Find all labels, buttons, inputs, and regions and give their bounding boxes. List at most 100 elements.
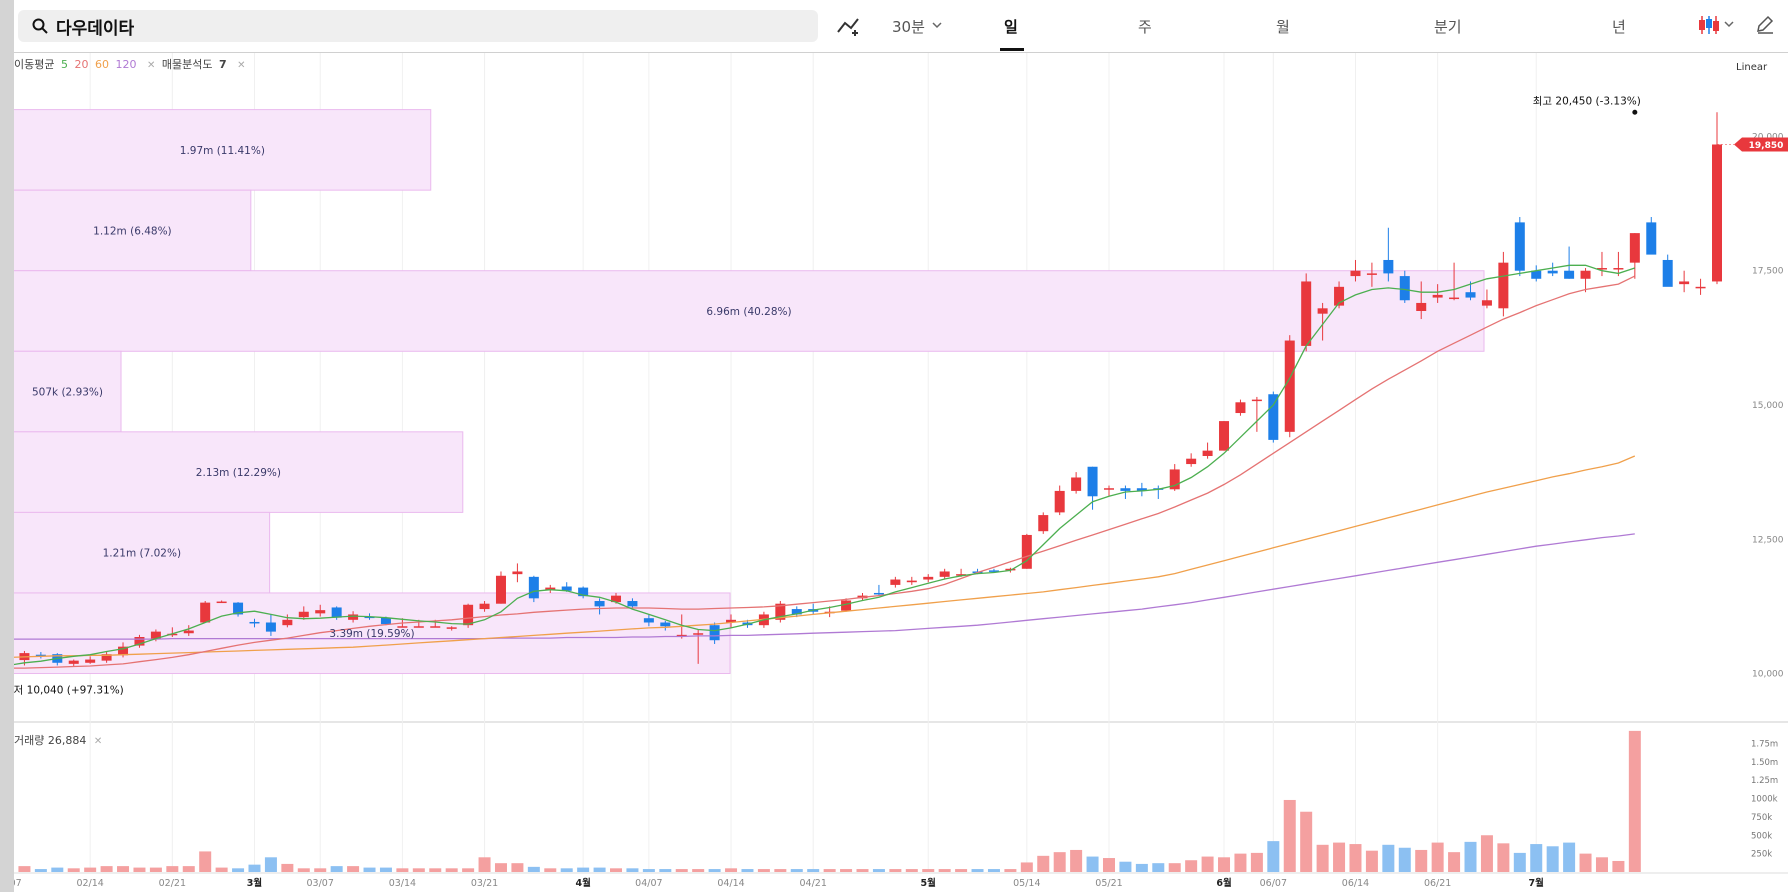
volume-profile-bar [14, 592, 731, 675]
candle-body [594, 601, 605, 607]
x-tick-label: 02/14 [76, 878, 103, 889]
volume-profile-bar [14, 109, 432, 191]
x-tick-label: 04/21 [800, 878, 827, 889]
volume-close-icon[interactable]: ✕ [93, 736, 103, 747]
candle-body [1021, 534, 1032, 569]
candle-body [413, 626, 424, 628]
tab-week[interactable]: 주 [1138, 18, 1152, 36]
volume-bar [84, 867, 97, 872]
volume-bar [889, 869, 902, 872]
volume-bar [314, 868, 327, 872]
volume-bar [1431, 842, 1444, 872]
candle-body [1317, 308, 1328, 314]
candle-body [1136, 488, 1147, 491]
volume-bar [67, 868, 80, 872]
selected-tab-indicator [1000, 48, 1024, 51]
volume-bar [330, 866, 343, 872]
candle-body [1514, 222, 1525, 271]
candle-body [1465, 292, 1476, 298]
volume-bar [1102, 858, 1115, 872]
candle-body [1596, 268, 1607, 270]
candle-body [873, 592, 884, 595]
volume-bar [1579, 853, 1592, 872]
ma-close-icon[interactable]: ✕ [146, 60, 156, 71]
candle-body [101, 654, 112, 661]
candle-body [561, 586, 572, 591]
x-tick-label: 04/07 [635, 878, 662, 889]
volume-bar [1464, 841, 1477, 872]
volume-bar [1283, 799, 1296, 872]
volume-profile-bar [14, 350, 122, 433]
edit-pencil-icon[interactable] [1755, 14, 1775, 34]
tab-year[interactable]: 년 [1612, 18, 1626, 36]
volume-profile-bar [14, 511, 271, 594]
chevron-down-icon[interactable] [932, 20, 942, 30]
candle-body [315, 610, 326, 614]
candle-body [68, 660, 79, 664]
candle-body [1334, 286, 1345, 306]
x-tick-label: 03/07 [307, 878, 334, 889]
tab-quarter[interactable]: 분기 [1434, 18, 1462, 36]
volume-bar [1546, 846, 1559, 872]
ma-20: 20 [74, 58, 89, 71]
volume-profile-bar [14, 431, 464, 513]
candle-body [134, 636, 145, 646]
volume-tick-label: 750k [1751, 813, 1772, 823]
ma-60: 60 [94, 58, 109, 71]
candle-body [1350, 270, 1361, 277]
volume-bar [971, 869, 984, 872]
candle-body [1071, 477, 1082, 491]
candle-body [1383, 259, 1394, 274]
volume-bar [593, 867, 606, 872]
minute-interval-select[interactable]: 30분 [892, 18, 925, 36]
volume-bar [1628, 730, 1641, 872]
volume-bar [297, 868, 310, 872]
vp-close-icon[interactable]: ✕ [237, 60, 246, 71]
draw-trendline-icon[interactable] [836, 14, 862, 36]
volume-bar [840, 869, 853, 872]
volume-bar [1053, 852, 1066, 872]
candle-body [430, 626, 441, 628]
volume-bar [1250, 852, 1263, 872]
scale-mode-label[interactable]: Linear [1736, 62, 1768, 73]
volume-bar [1037, 855, 1050, 872]
tab-month[interactable]: 월 [1276, 18, 1290, 36]
candle-body [397, 626, 408, 628]
candle-body [1416, 302, 1427, 311]
search-value[interactable]: 다우데이타 [56, 19, 135, 39]
volume-bar [117, 866, 130, 872]
candle-body [726, 619, 737, 623]
volume-profile-bar [14, 270, 1485, 352]
high-annotation: 최고 20,450 (-3.13%) [1533, 95, 1641, 107]
volume-bar [429, 868, 442, 872]
volume-bar [445, 868, 458, 872]
candle-body [1399, 276, 1410, 301]
x-tick-label: 4월 [575, 877, 590, 889]
volume-bar [1119, 861, 1132, 872]
candle-body [1120, 488, 1131, 491]
y-tick-label: 15,000 [1752, 401, 1784, 411]
x-tick-label: 05/21 [1095, 878, 1122, 889]
volume-bar [1530, 844, 1543, 872]
volume-bar [1234, 853, 1247, 872]
candle-body [890, 579, 901, 585]
volume-bar [281, 863, 294, 872]
volume-bar [264, 857, 277, 872]
volume-bar [1020, 862, 1033, 872]
search-box[interactable]: 다우데이타 [18, 10, 818, 42]
candlestick-type-icon[interactable] [1696, 14, 1736, 36]
volume-bar [34, 869, 47, 872]
candle-body [660, 622, 671, 627]
candle-body [1054, 490, 1065, 513]
volume-bar [347, 866, 360, 872]
tab-day[interactable]: 일 [1004, 18, 1018, 36]
x-tick-label: 02/07 [14, 878, 22, 889]
x-tick-label: 02/21 [159, 878, 186, 889]
candle-body [988, 570, 999, 572]
volume-tick-label: 1.50m [1751, 758, 1778, 768]
volume-bar [18, 866, 31, 872]
price-chart[interactable]: 1.97m (11.41%) 1.12m (6.48%) 6.96m (40.28%… [14, 0, 1788, 892]
volume-bar [462, 868, 475, 872]
candle-body [643, 618, 654, 623]
candle-body [200, 602, 211, 623]
